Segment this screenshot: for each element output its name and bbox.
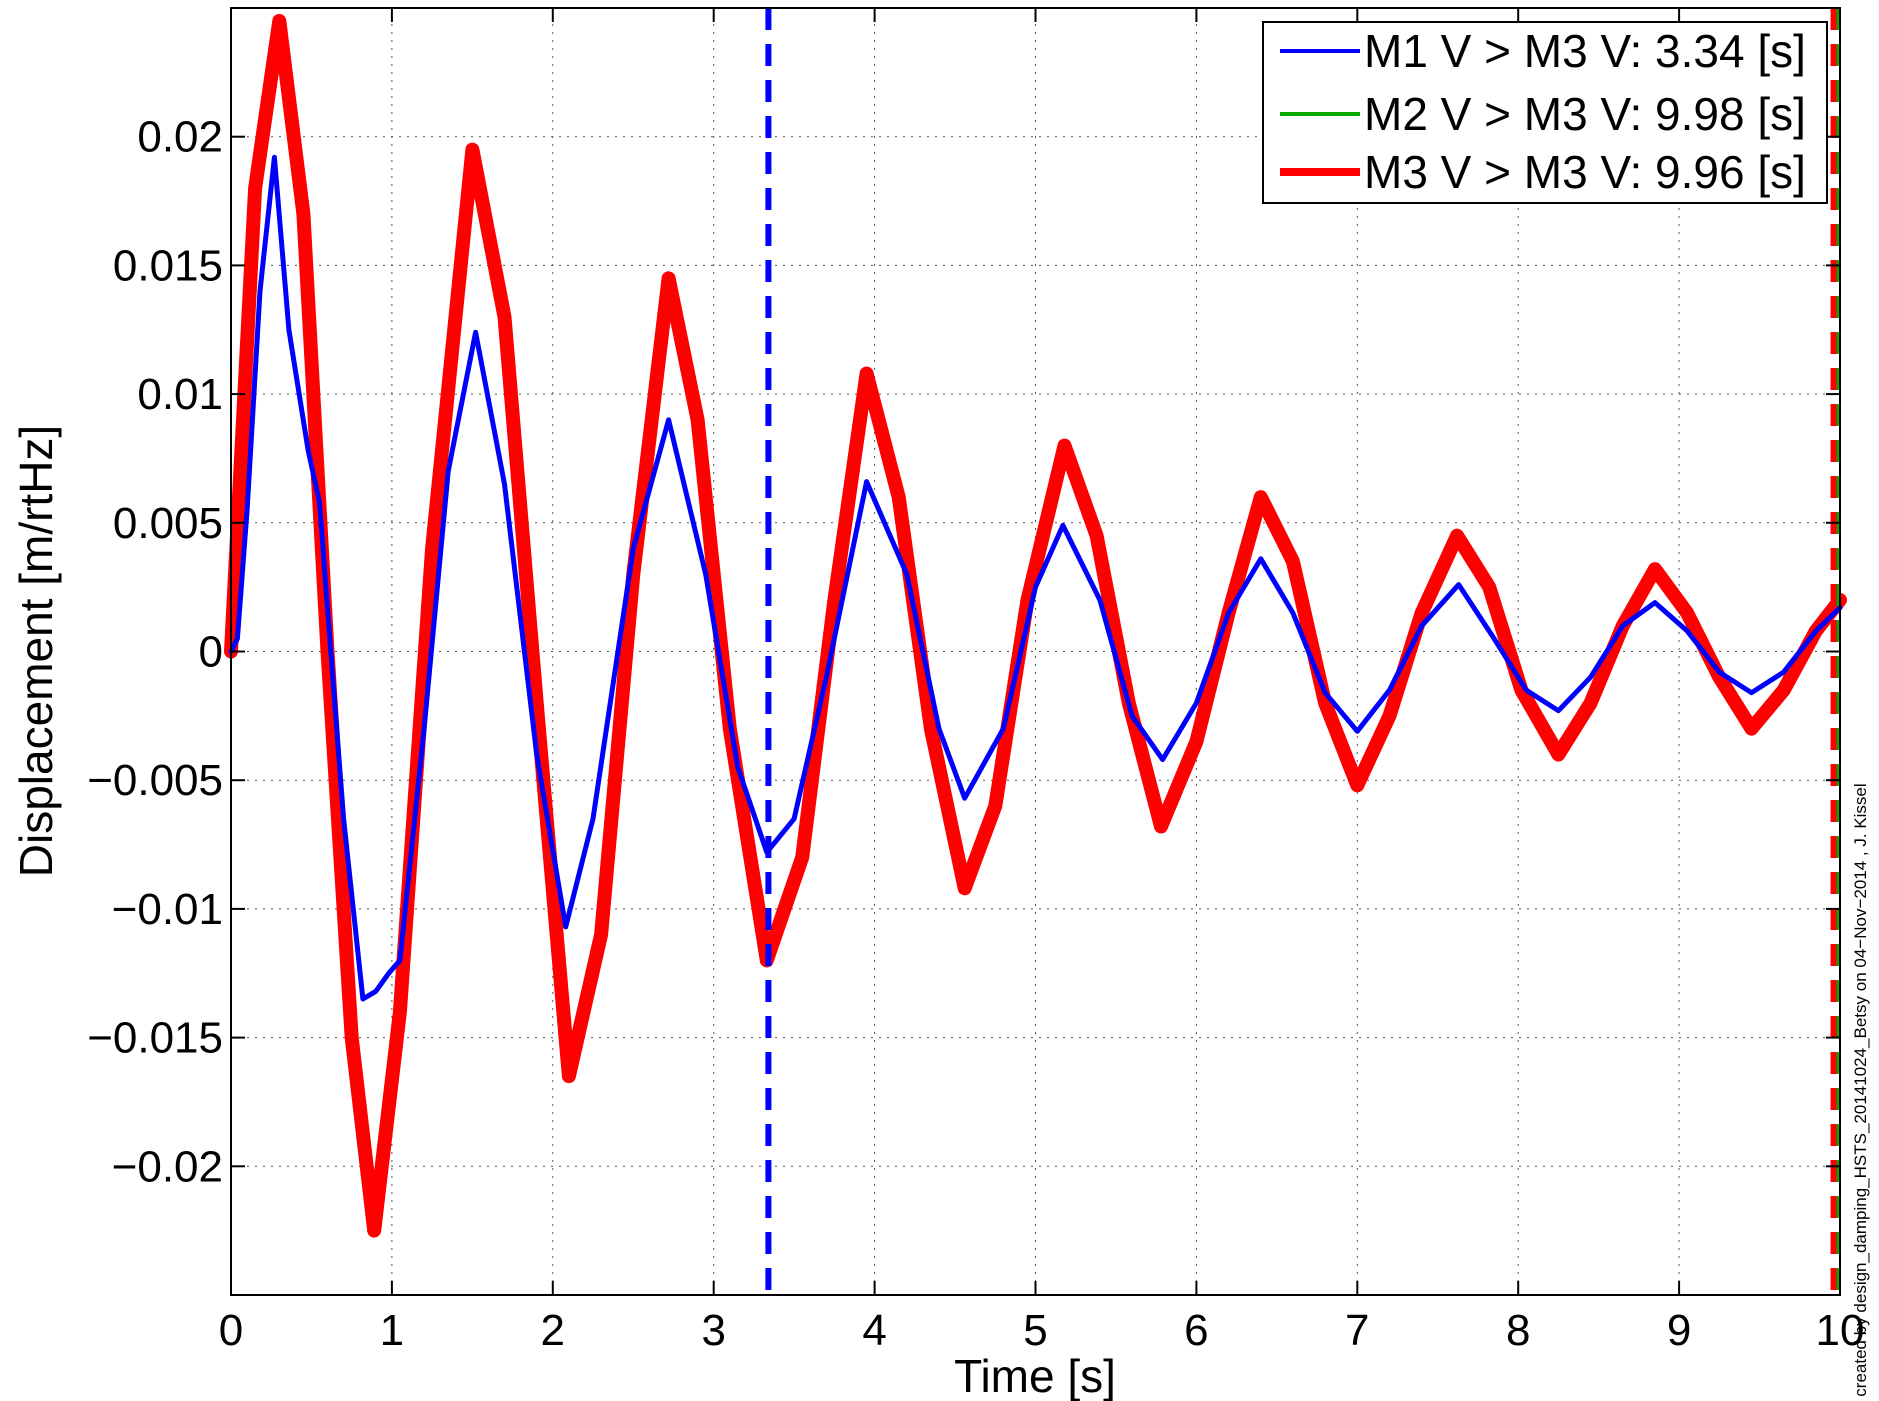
x-tick-label: 2 — [541, 1306, 565, 1355]
x-tick-label: 9 — [1667, 1306, 1691, 1355]
legend-label-m3: M3 V > M3 V: 9.96 [s] — [1364, 146, 1806, 198]
x-tick-label: 8 — [1506, 1306, 1530, 1355]
x-tick-label: 7 — [1345, 1306, 1369, 1355]
y-tick-label: 0.01 — [137, 370, 223, 419]
x-tick-label: 1 — [380, 1306, 404, 1355]
x-tick-label: 0 — [219, 1306, 243, 1355]
series-line-3 — [224, 13, 1847, 1238]
x-tick-label: 3 — [701, 1306, 725, 1355]
legend-label-m2: M2 V > M3 V: 9.98 [s] — [1364, 88, 1806, 140]
legend: M1 V > M3 V: 3.34 [s] M2 V > M3 V: 9.98 … — [1262, 21, 1828, 204]
y-tick-label: 0.015 — [113, 241, 223, 290]
series-line-1 — [228, 154, 1843, 1002]
x-axis-label: Time [s] — [954, 1350, 1116, 1401]
y-tick-label: −0.01 — [112, 885, 223, 934]
x-tick-label: 10 — [1816, 1306, 1865, 1355]
y-tick-label: −0.015 — [87, 1014, 223, 1063]
tick-labels: 0 1 2 3 4 5 6 7 8 9 10 0.02 0.015 0.01 0.005 0 −0.005 −0.… — [87, 113, 1864, 1355]
y-tick-label: 0.02 — [137, 113, 223, 162]
x-tick-label: 5 — [1023, 1306, 1047, 1355]
x-tick-label: 6 — [1184, 1306, 1208, 1355]
legend-label-m1: M1 V > M3 V: 3.34 [s] — [1364, 25, 1806, 77]
credit-annotation: created by design_damping_HSTS_20141024_… — [1851, 783, 1870, 1396]
y-tick-label: 0 — [199, 628, 223, 677]
ticks — [230, 8, 1841, 1295]
y-tick-label: −0.02 — [112, 1142, 223, 1191]
x-tick-label: 4 — [862, 1306, 886, 1355]
y-tick-label: 0.005 — [113, 499, 223, 548]
y-axis-label: Displacement [m/rtHz] — [10, 425, 62, 877]
y-tick-label: −0.005 — [87, 756, 223, 805]
series-layer — [224, 13, 1847, 1238]
